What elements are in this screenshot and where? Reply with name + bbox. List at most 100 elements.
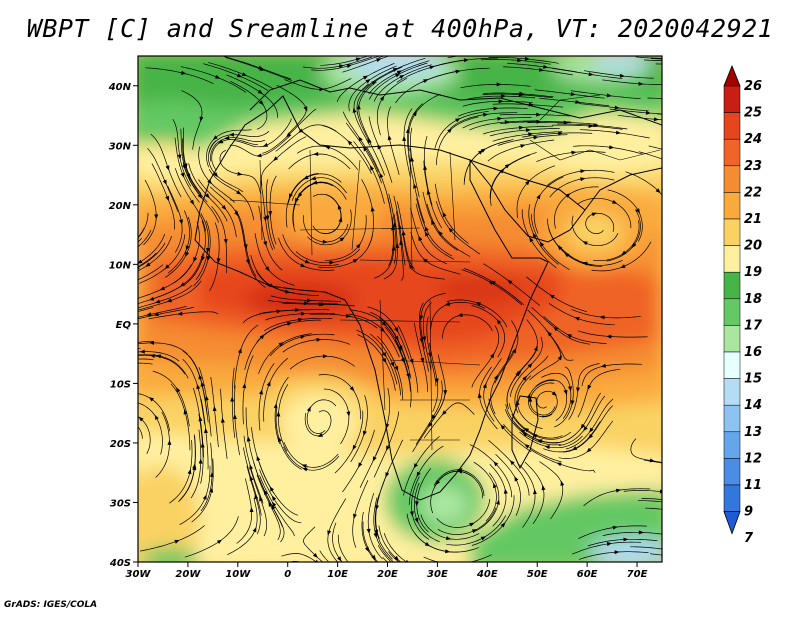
streamline — [306, 399, 337, 434]
streamline — [226, 74, 278, 118]
streamline-arrow — [304, 301, 310, 306]
streamline-arrow — [533, 135, 539, 140]
streamline — [630, 438, 662, 463]
streamline-arrow — [371, 554, 376, 561]
streamline — [139, 234, 186, 284]
streamline — [265, 312, 335, 321]
streamline — [480, 59, 552, 65]
streamline — [191, 458, 214, 523]
streamline-arrow — [337, 556, 342, 562]
streamline — [172, 119, 192, 187]
streamline — [170, 383, 191, 451]
streamline-arrow — [257, 89, 263, 95]
lat-tick-label: 40S — [109, 558, 131, 569]
streamline-arrow — [338, 64, 345, 69]
streamline-arrow — [457, 313, 463, 317]
streamline-arrow — [100, 353, 105, 357]
streamline-arrow — [547, 331, 553, 337]
streamline — [641, 498, 662, 500]
streamline — [435, 201, 480, 255]
streamline-arrow — [193, 256, 198, 263]
streamline — [235, 209, 257, 277]
streamline-arrow — [645, 110, 651, 115]
streamline-arrow — [414, 517, 419, 524]
streamline — [368, 116, 393, 183]
colorbar: 26 25 24 23 22 21 20 19 18 17 16 15 14 13 12 11 9 7 — [723, 64, 763, 546]
streamline — [410, 127, 420, 198]
streamline-arrow — [556, 462, 562, 467]
streamline-arrow — [259, 389, 263, 395]
streamline-arrow — [380, 327, 385, 333]
streamline — [352, 480, 369, 548]
streamline — [138, 393, 171, 432]
streamline — [487, 139, 555, 162]
streamline-arrow — [424, 226, 429, 232]
streamline-arrow — [249, 475, 254, 481]
streamline-arrow — [212, 135, 218, 140]
streamline — [337, 534, 349, 562]
streamline — [209, 186, 246, 245]
streamline-arrow — [536, 194, 541, 200]
streamline — [368, 62, 428, 100]
streamline-arrow — [422, 258, 428, 263]
streamline — [643, 59, 662, 61]
streamline-arrow — [681, 510, 686, 514]
streamline — [152, 370, 190, 427]
streamline-arrow — [496, 499, 500, 505]
streamline — [558, 420, 614, 459]
colorbar-swatch — [723, 431, 741, 459]
streamline-arrow — [256, 455, 261, 461]
streamline-arrow — [412, 45, 417, 49]
streamline — [356, 110, 385, 176]
streamline — [234, 324, 259, 389]
streamline-arrow — [482, 382, 487, 389]
streamline — [521, 132, 593, 138]
streamline-arrow — [680, 58, 685, 62]
streamline-arrow — [347, 140, 353, 146]
streamline — [647, 97, 662, 99]
streamline-arrow — [271, 495, 277, 501]
streamline — [376, 335, 404, 400]
streamline — [514, 355, 549, 414]
streamline — [260, 180, 274, 250]
streamline — [312, 194, 342, 235]
streamline — [460, 84, 531, 89]
streamline — [581, 363, 642, 387]
streamline-arrow — [154, 299, 161, 304]
streamline — [208, 131, 270, 154]
streamline-arrow — [520, 428, 526, 434]
streamline-arrow — [589, 427, 594, 433]
streamline — [530, 449, 596, 473]
streamline — [198, 413, 204, 484]
streamline — [356, 66, 403, 115]
streamline-arrow — [515, 400, 520, 406]
streamline — [471, 305, 505, 358]
streamline-arrow — [638, 530, 644, 535]
streamline-arrow — [566, 334, 572, 339]
streamline — [519, 431, 583, 449]
streamline-arrow — [580, 169, 586, 174]
streamline — [138, 280, 202, 311]
streamline-arrow — [423, 79, 429, 83]
streamline — [583, 70, 654, 79]
streamline-arrow — [413, 183, 417, 189]
streamline — [543, 316, 607, 344]
streamline — [182, 358, 206, 425]
streamline-arrow — [499, 168, 505, 174]
streamline-arrow — [490, 352, 495, 359]
streamline — [462, 117, 532, 129]
streamline — [473, 461, 497, 522]
streamline — [278, 237, 335, 271]
streamline-arrow — [385, 423, 390, 429]
streamline — [434, 470, 483, 499]
streamline-arrow — [478, 150, 484, 155]
streamline — [254, 233, 295, 286]
streamline — [258, 478, 285, 543]
streamline — [543, 421, 601, 453]
streamline — [350, 395, 368, 463]
streamline-arrow — [429, 65, 435, 70]
streamline-arrow — [532, 232, 537, 238]
streamline — [147, 148, 179, 212]
streamline — [529, 382, 556, 416]
colorbar-label: 11 — [744, 478, 762, 493]
